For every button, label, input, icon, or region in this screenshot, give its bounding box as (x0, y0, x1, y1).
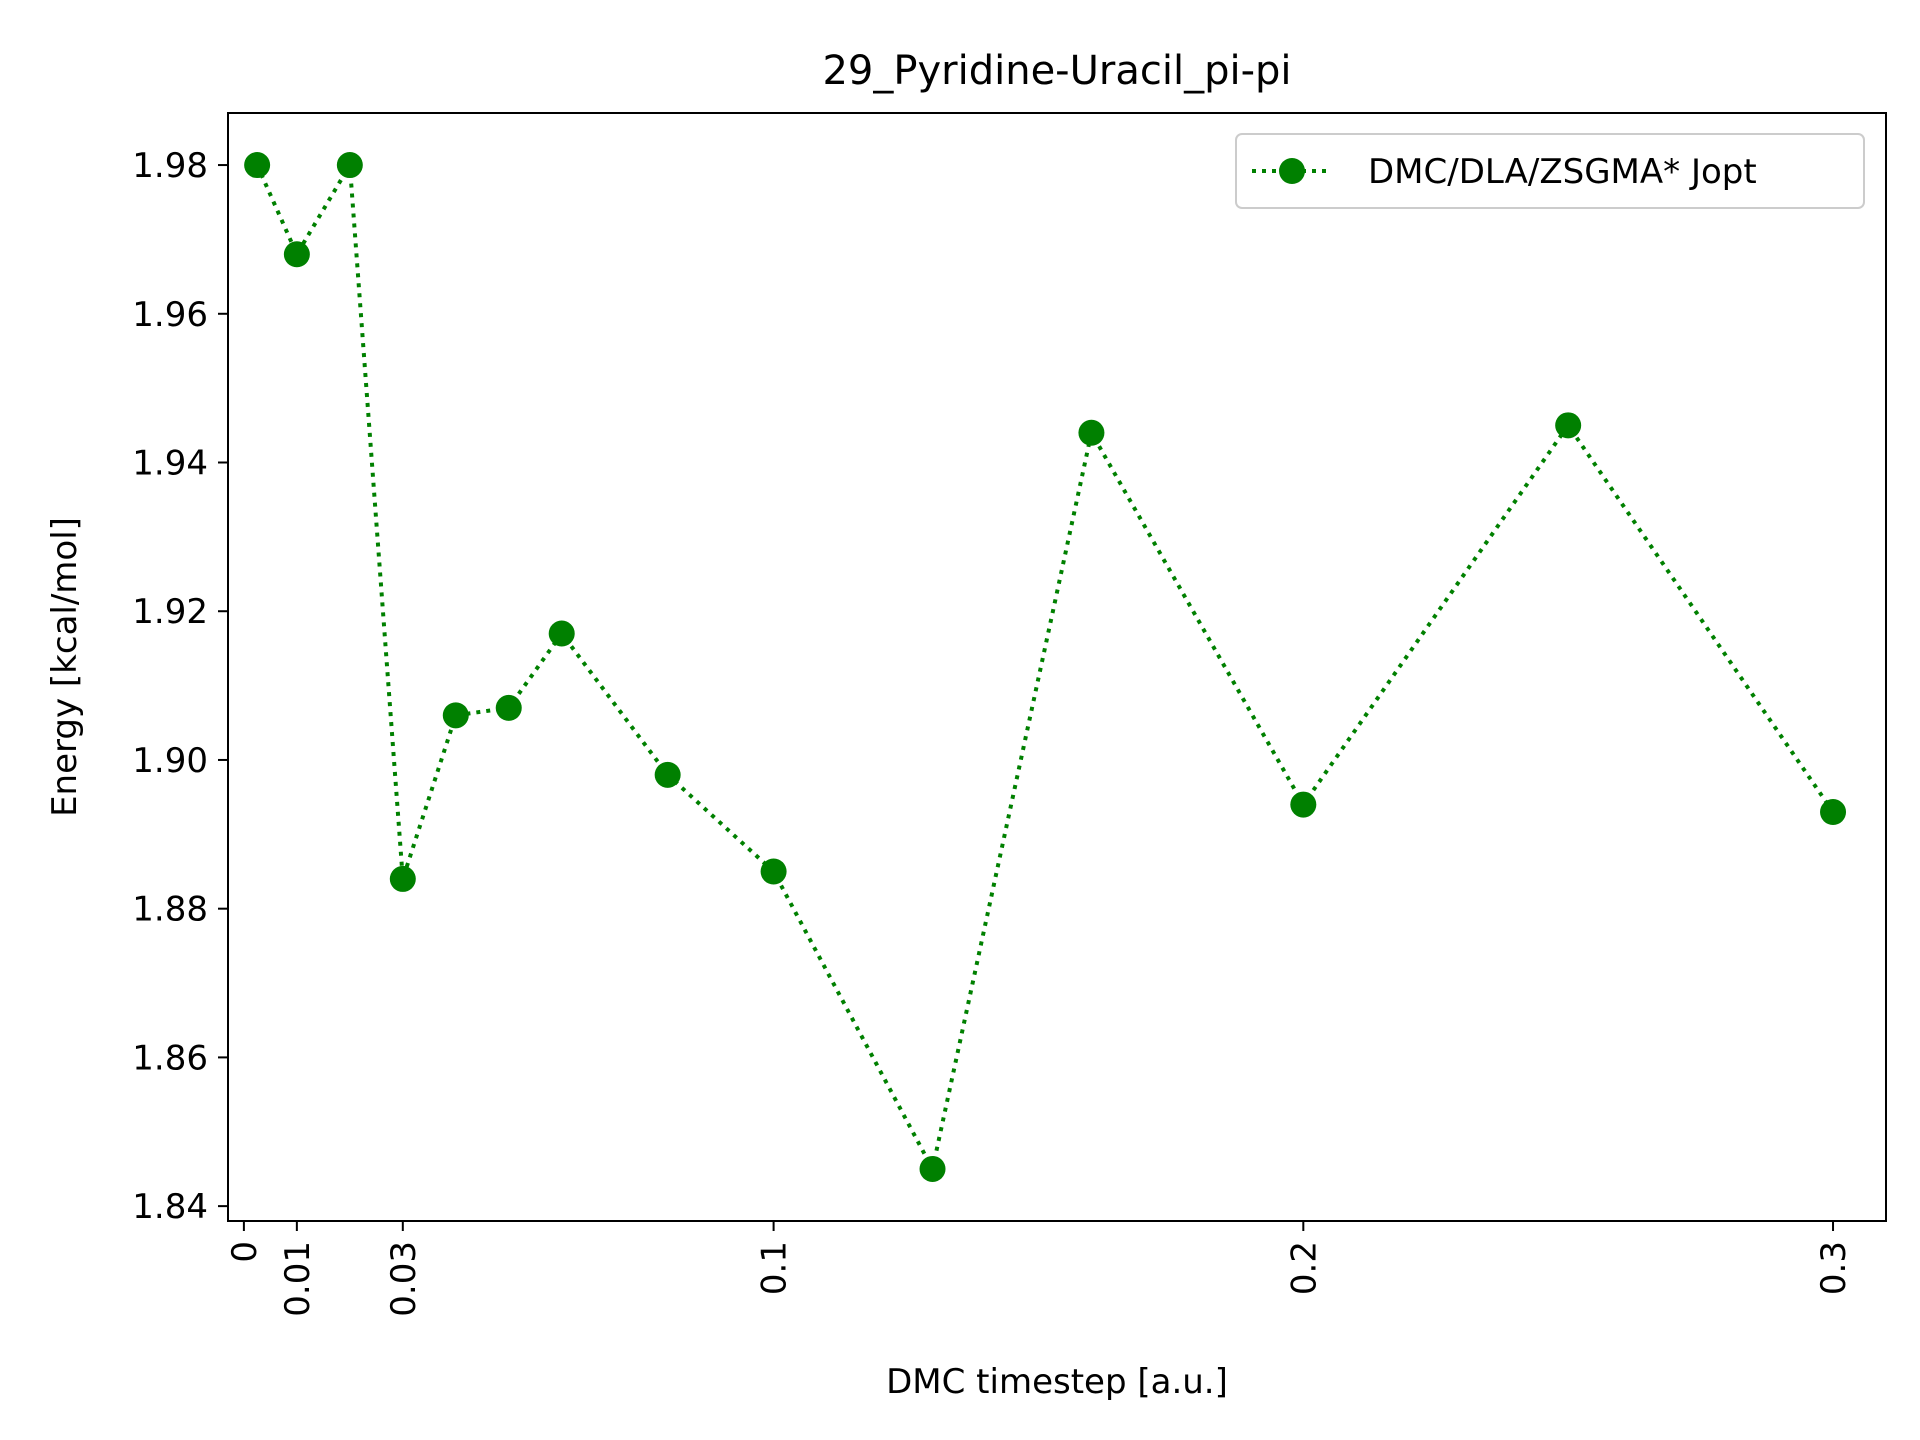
y-axis-ticks: 1.84 1.86 1.88 1.90 1.92 1.94 1.96 1.98 (132, 146, 228, 1227)
x-tick-label: 0.2 (1284, 1241, 1324, 1295)
y-tick-label: 1.98 (132, 146, 208, 186)
x-tick-label: 0.03 (384, 1241, 424, 1317)
y-axis-label: Energy [kcal/mol] (45, 517, 85, 817)
data-point (1555, 412, 1582, 439)
data-point (283, 241, 310, 268)
x-tick-label: 0 (225, 1241, 265, 1263)
legend-marker-sample (1279, 158, 1305, 184)
legend: DMC/DLA/ZSGMA* Jopt (1235, 133, 1865, 209)
legend-entry-label: DMC/DLA/ZSGMA* Jopt (1368, 152, 1757, 192)
data-point (442, 702, 469, 729)
x-axis-label: DMC timestep [a.u.] (886, 1362, 1228, 1402)
x-tick-label: 0.01 (278, 1241, 318, 1317)
data-point (495, 694, 522, 721)
data-point (1820, 799, 1847, 826)
y-tick-label: 1.90 (132, 741, 208, 781)
data-point (1290, 791, 1317, 818)
x-tick-label: 0.3 (1814, 1241, 1854, 1295)
data-point (548, 620, 575, 647)
data-point (919, 1155, 946, 1182)
data-point (244, 152, 271, 179)
data-point (336, 152, 363, 179)
data-point (1078, 419, 1105, 446)
data-point (654, 761, 681, 788)
plot-area (244, 152, 1847, 1182)
y-tick-label: 1.86 (132, 1038, 208, 1078)
y-tick-label: 1.94 (132, 444, 208, 484)
y-tick-label: 1.84 (132, 1187, 208, 1227)
chart-title: 29_Pyridine-Uracil_pi-pi (822, 48, 1291, 94)
y-tick-label: 1.92 (132, 592, 208, 632)
series-line (255, 158, 1835, 1175)
y-tick-label: 1.96 (132, 295, 208, 335)
data-point (389, 865, 416, 892)
legend-box (1235, 133, 1865, 209)
y-tick-label: 1.88 (132, 890, 208, 930)
data-point (760, 858, 787, 885)
x-tick-label: 0.1 (755, 1241, 795, 1295)
x-axis-ticks: 0 0.01 0.03 0.1 0.2 0.3 (225, 1221, 1854, 1317)
axes-frame (227, 112, 1887, 1222)
